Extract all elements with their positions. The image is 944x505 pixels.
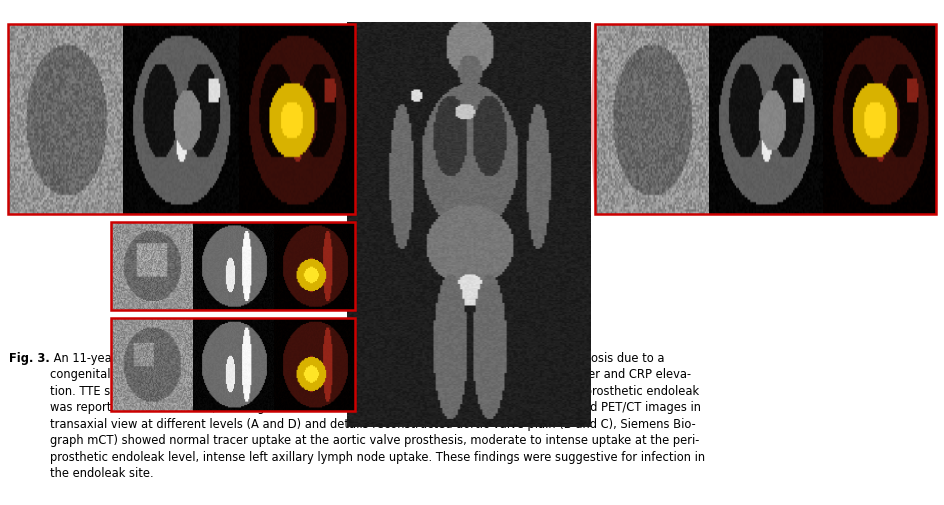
Text: B: B <box>119 225 130 240</box>
Text: An 11-year-old female patient, who previously underwent Konno surgery for aortic: An 11-year-old female patient, who previ… <box>50 351 705 479</box>
Text: D: D <box>602 28 615 43</box>
Text: A: A <box>15 28 26 43</box>
Text: Fig. 3.: Fig. 3. <box>9 351 50 364</box>
Polygon shape <box>591 25 595 202</box>
Polygon shape <box>355 25 591 202</box>
Text: C: C <box>119 321 130 336</box>
